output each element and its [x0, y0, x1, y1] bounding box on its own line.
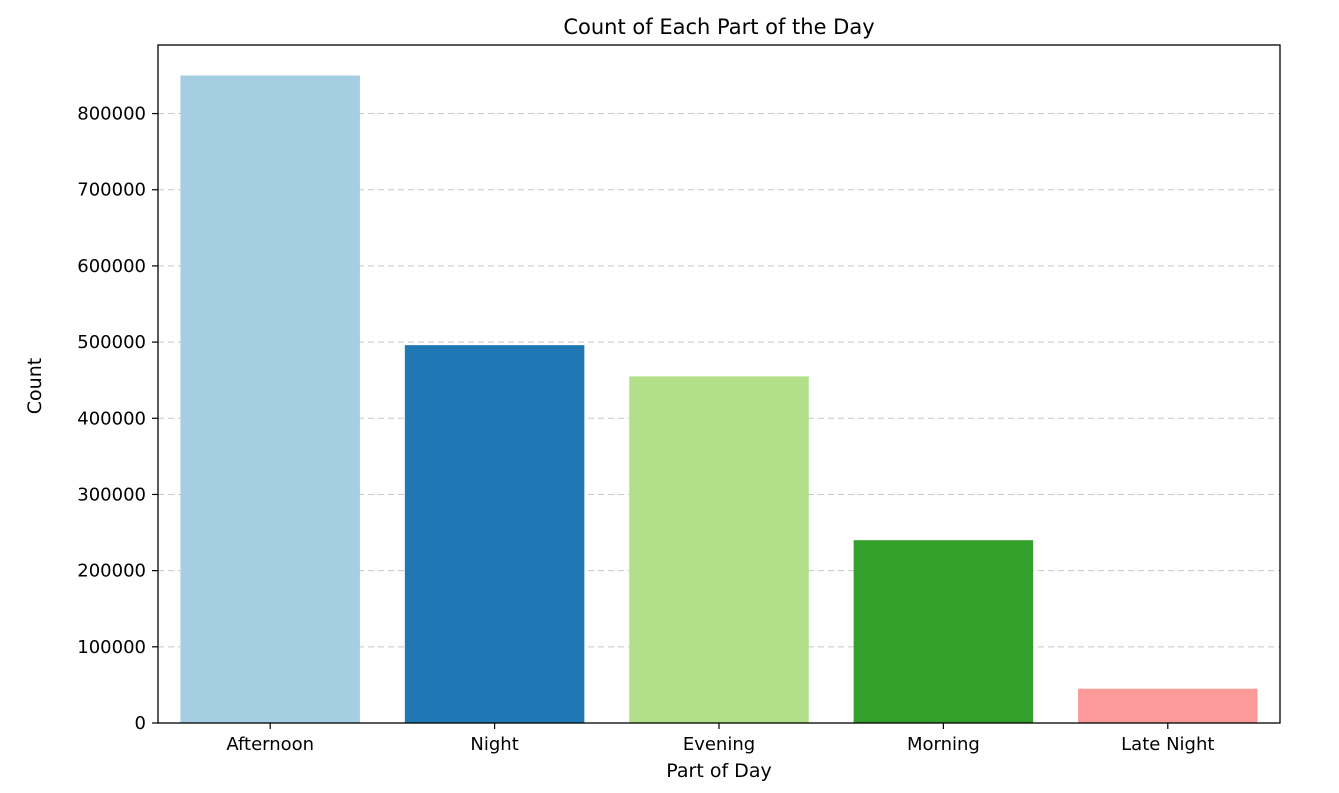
y-tick-label: 700000 [77, 180, 146, 201]
chart-title: Count of Each Part of the Day [563, 15, 874, 39]
bar-late-night [1078, 688, 1258, 723]
y-tick-label: 500000 [77, 332, 146, 353]
x-tick-label: Night [470, 734, 518, 755]
x-axis-ticks: Afternoon Night Evening Morning Late Night [226, 723, 1214, 755]
y-tick-label: 400000 [77, 408, 146, 429]
x-tick-label: Morning [907, 734, 980, 755]
y-tick-label: 100000 [77, 637, 146, 658]
y-tick-label: 0 [135, 713, 146, 734]
bars [180, 75, 1258, 723]
y-axis-ticks: 0 100000 200000 300000 400000 500000 600000 700… [77, 104, 158, 734]
x-axis-label: Part of Day [666, 760, 771, 782]
bar-morning [853, 540, 1034, 723]
y-tick-label: 600000 [77, 256, 146, 277]
bar-night [404, 345, 585, 723]
x-tick-label: Evening [683, 734, 755, 755]
y-tick-label: 300000 [77, 484, 146, 505]
y-axis-label: Count [24, 358, 46, 414]
y-tick-label: 800000 [77, 104, 146, 125]
bar-evening [629, 376, 809, 723]
x-tick-label: Afternoon [226, 734, 314, 755]
x-tick-label: Late Night [1121, 734, 1214, 755]
bar-afternoon [180, 75, 360, 723]
y-tick-label: 200000 [77, 561, 146, 582]
